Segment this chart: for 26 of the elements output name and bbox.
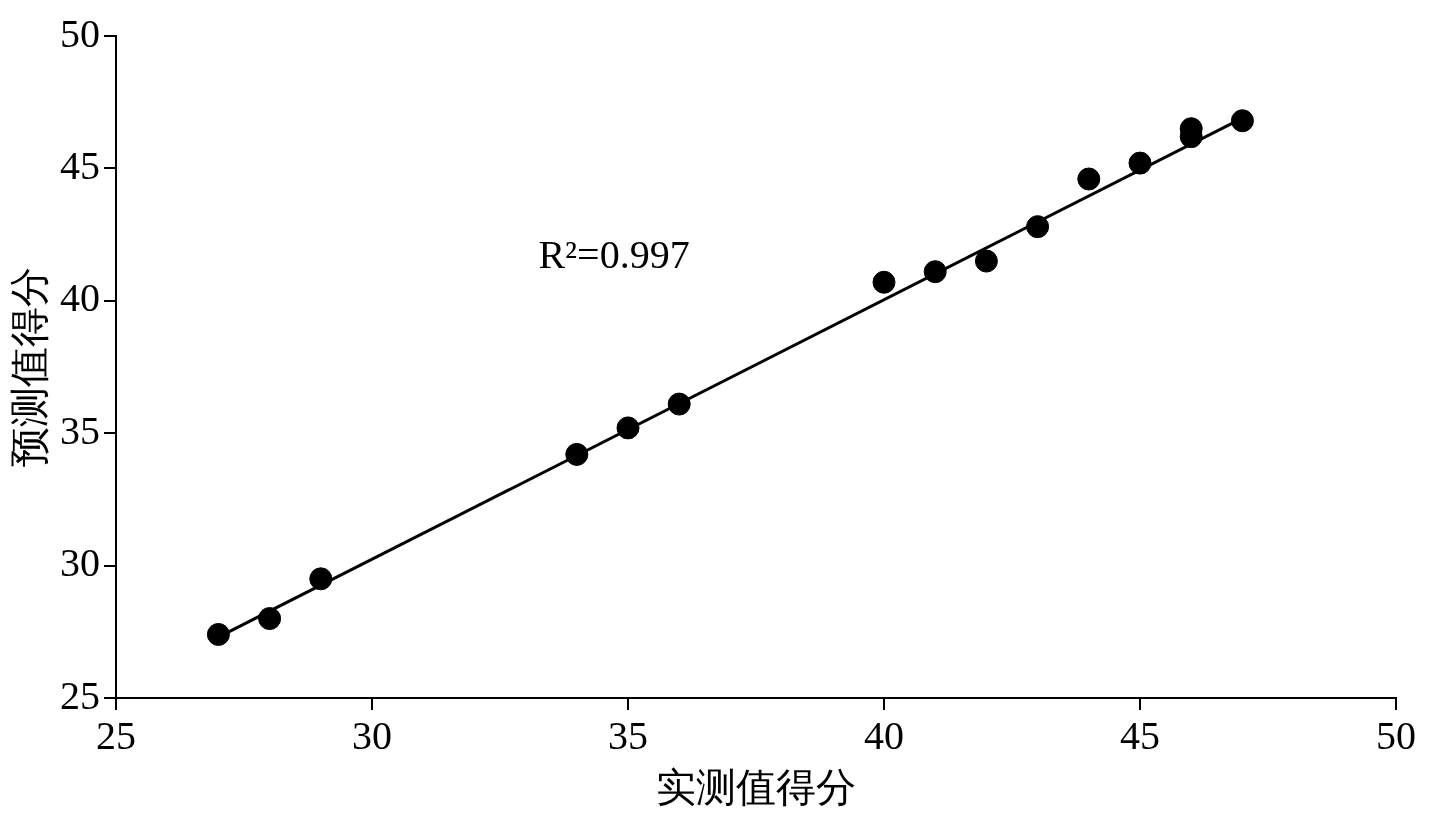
y-axis-title: 预测值得分 xyxy=(6,267,52,467)
y-tick-label: 50 xyxy=(60,10,100,56)
point xyxy=(667,392,691,416)
point xyxy=(1077,167,1101,191)
point xyxy=(616,416,640,440)
x-tick-label: 35 xyxy=(608,712,648,758)
point xyxy=(923,260,947,284)
point xyxy=(258,607,282,631)
x-axis-title: 实测值得分 xyxy=(656,764,856,810)
point xyxy=(565,442,589,466)
point xyxy=(1230,109,1254,133)
point xyxy=(872,270,896,294)
x-tick-label: 40 xyxy=(864,712,904,758)
point xyxy=(309,567,333,591)
y-tick-label: 35 xyxy=(60,407,100,453)
x-tick-label: 30 xyxy=(352,712,392,758)
y-tick-label: 40 xyxy=(60,275,100,321)
y-tick-label: 30 xyxy=(60,540,100,586)
point xyxy=(1128,151,1152,175)
annotation: R²=0.997 xyxy=(538,232,690,278)
point xyxy=(974,249,998,273)
y-tick-label: 45 xyxy=(60,142,100,188)
x-tick-label: 45 xyxy=(1120,712,1160,758)
x-tick-label: 50 xyxy=(1376,712,1416,758)
point xyxy=(206,622,230,646)
point xyxy=(1026,215,1050,239)
